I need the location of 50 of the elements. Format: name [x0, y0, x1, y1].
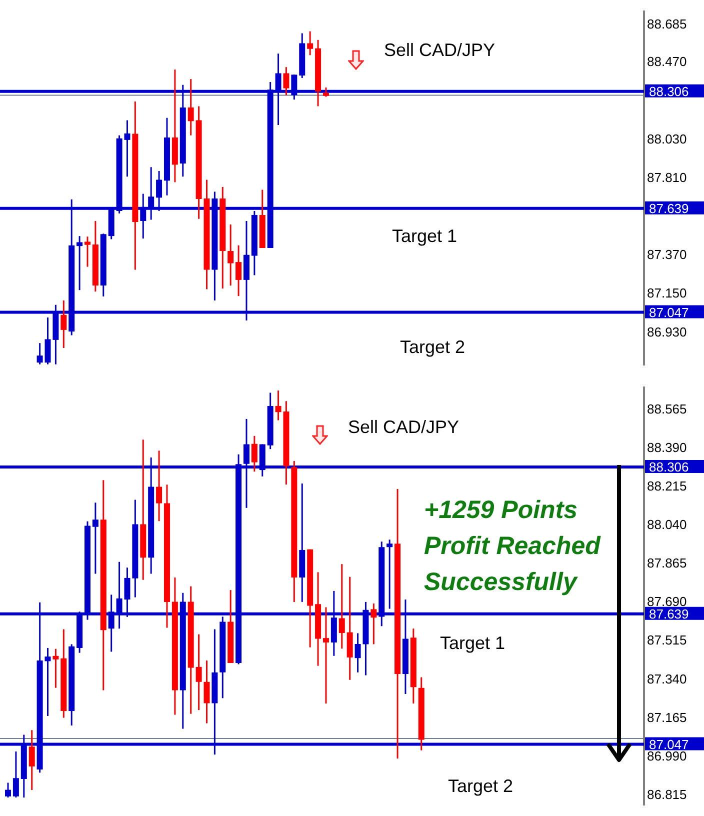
y-tick-label: 88.685 — [647, 16, 687, 32]
candlestick — [236, 244, 242, 297]
candlestick — [156, 450, 162, 522]
candlestick — [322, 606, 329, 704]
candlestick — [5, 782, 11, 798]
candlestick — [228, 224, 234, 286]
candlestick — [188, 78, 194, 136]
y-tick-label: 87.865 — [647, 556, 687, 571]
y-tick-label: 88.215 — [647, 478, 687, 494]
y-tick-label: 86.930 — [647, 324, 687, 340]
candlestick — [370, 602, 377, 645]
y-tick-label: 87.515 — [647, 632, 687, 648]
candlestick — [307, 30, 314, 56]
candlestick — [283, 66, 290, 96]
annotation: Target 2 — [400, 337, 466, 358]
y-tick-label: 87.340 — [647, 671, 687, 686]
candlestick — [28, 729, 35, 791]
candlestick — [251, 435, 258, 472]
candlestick — [92, 502, 98, 575]
annotation: +1259 Points Profit Reached Successfully — [424, 495, 602, 598]
candlestick — [84, 236, 90, 268]
annotation: Target 1 — [392, 226, 458, 247]
y-tick-label: 88.390 — [647, 440, 687, 456]
annotation: Sell CAD/JPY — [384, 40, 496, 61]
ref-line-label: 88.306 — [649, 460, 689, 475]
ref-line-label: 88.306 — [649, 84, 689, 99]
candlestick — [76, 235, 83, 291]
candlestick — [196, 634, 202, 711]
y-tick-label: 86.815 — [647, 786, 687, 802]
y-tick-label: 87.165 — [647, 710, 687, 725]
annotation: Target 1 — [440, 633, 506, 654]
y-tick-label: 87.370 — [647, 247, 687, 262]
y-tick-label: 87.810 — [647, 170, 687, 185]
candlestick — [386, 538, 393, 610]
candlestick — [60, 300, 67, 349]
y-tick-label: 88.040 — [647, 517, 687, 532]
ref-line-label: 87.639 — [649, 200, 689, 216]
candlestick — [354, 632, 361, 674]
y-tick-label: 88.565 — [647, 402, 687, 416]
candlestick — [338, 563, 345, 650]
candlestick — [12, 750, 19, 798]
y-tick-label: 87.150 — [647, 286, 687, 301]
annotation: Sell CAD/JPY — [348, 417, 460, 438]
annotation: Target 2 — [448, 776, 514, 797]
ref-line-label: 87.047 — [649, 304, 689, 320]
y-tick-label: 88.030 — [647, 131, 687, 146]
y-tick-label: 88.470 — [647, 54, 687, 70]
candlestick — [52, 648, 59, 689]
candlestick — [322, 86, 329, 98]
candlestick — [204, 660, 210, 724]
